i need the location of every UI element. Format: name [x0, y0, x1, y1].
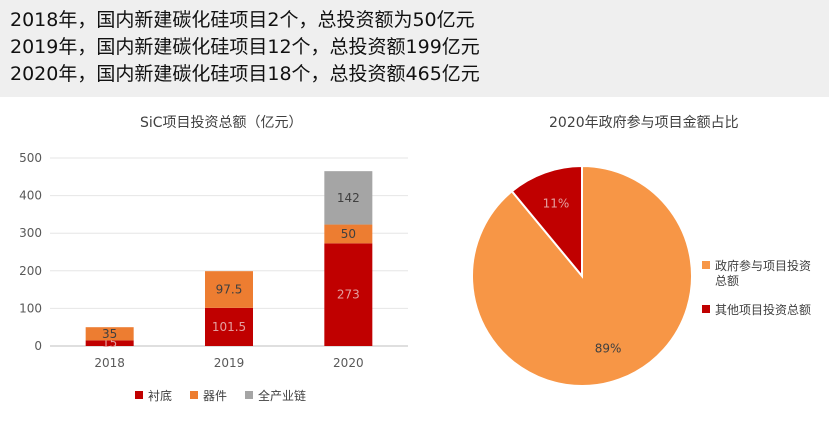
data-label: 101.5 — [212, 320, 246, 334]
data-label: 273 — [337, 288, 360, 302]
legend-label: 政府参与项目投资总额 — [715, 258, 811, 288]
legend-swatch — [702, 305, 710, 313]
x-tick-label: 2019 — [214, 356, 245, 370]
pie-chart-title: 2020年政府参与项目金额占比 — [549, 115, 739, 131]
x-tick-label: 2018 — [94, 356, 125, 370]
headline-2018: 2018年，国内新建碳化硅项目2个，总投资额为50亿元 — [10, 9, 475, 31]
y-tick-label: 100 — [19, 301, 42, 315]
headline-2019: 2019年，国内新建碳化硅项目12个，总投资额199亿元 — [10, 36, 480, 58]
headline-2020: 2020年，国内新建碳化硅项目18个，总投资额465亿元 — [10, 63, 480, 85]
y-tick-label: 500 — [19, 151, 42, 165]
data-label: 50 — [341, 227, 356, 241]
legend-swatch — [702, 261, 710, 269]
legend-label: 其他项目投资总额 — [715, 302, 811, 317]
bar-chart: 010020030040050015352018101.597.52019273… — [19, 151, 408, 403]
bar-2018 — [85, 327, 134, 341]
bar-2019 — [205, 307, 253, 346]
legend-label: 全产业链 — [258, 388, 306, 403]
data-label: 142 — [337, 191, 360, 205]
bar-2018 — [85, 340, 134, 346]
legend-swatch — [135, 391, 143, 399]
pie-label: 11% — [543, 197, 570, 211]
bar-chart-title: SiC项目投资总额（亿元） — [140, 115, 303, 131]
legend-label: 器件 — [203, 389, 227, 403]
bar-2020 — [324, 224, 373, 244]
bar-2020 — [324, 171, 373, 225]
x-tick-label: 2020 — [333, 356, 364, 370]
y-tick-label: 300 — [19, 226, 42, 240]
y-tick-label: 400 — [19, 189, 42, 203]
y-tick-label: 200 — [19, 264, 42, 278]
data-label: 35 — [102, 327, 117, 341]
pie-slice — [510, 164, 583, 279]
legend-swatch — [190, 391, 198, 399]
legend-swatch — [245, 391, 253, 399]
data-label: 97.5 — [216, 283, 243, 297]
headline-banner: 2018年，国内新建碳化硅项目2个，总投资额为50亿元 2019年，国内新建碳化… — [0, 0, 829, 97]
legend-label: 衬底 — [148, 388, 172, 403]
bar-2019 — [205, 271, 253, 308]
y-tick-label: 0 — [34, 339, 42, 353]
bar-2020 — [324, 243, 373, 346]
pie-label: 89% — [595, 341, 622, 355]
